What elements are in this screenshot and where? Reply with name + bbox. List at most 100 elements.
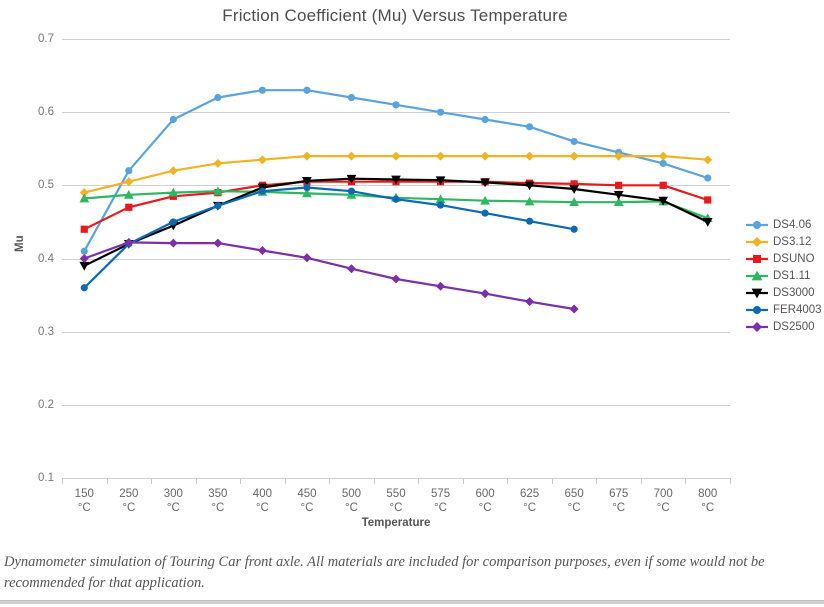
x-tick-mark <box>62 478 63 484</box>
legend-item-label: DS3000 <box>773 286 815 299</box>
data-point-marker <box>346 174 357 184</box>
data-point-marker <box>570 180 578 188</box>
x-tick-label: 650 °C <box>564 488 584 514</box>
data-point-marker <box>753 220 761 229</box>
data-point-marker <box>79 188 89 198</box>
data-point-marker <box>391 151 401 161</box>
data-point-marker <box>751 288 763 298</box>
data-point-marker <box>79 254 89 263</box>
chart-title: Friction Coefficient (Mu) Versus Tempera… <box>222 6 568 25</box>
data-point-marker <box>480 178 490 188</box>
x-tick-label: 150 °C <box>74 488 94 514</box>
x-tick-label: 600 °C <box>475 488 495 514</box>
x-tick-mark <box>329 478 331 484</box>
data-point-marker <box>392 101 400 109</box>
gridline <box>62 478 730 479</box>
x-tick-mark <box>596 478 598 484</box>
data-point-marker <box>303 183 311 192</box>
data-point-marker <box>659 181 667 189</box>
data-point-marker <box>435 176 446 186</box>
data-point-marker <box>213 238 223 248</box>
data-point-marker <box>346 151 356 161</box>
legend-marker-icon <box>745 269 769 283</box>
legend-item-fer4003[interactable]: FER4003 <box>745 301 824 318</box>
chart-footnote: Dynamometer simulation of Touring Car fr… <box>4 554 765 591</box>
legend-item-label: DS4.06 <box>773 218 812 231</box>
data-point-marker <box>526 217 534 225</box>
data-point-marker <box>526 123 534 131</box>
data-point-marker <box>125 167 133 175</box>
x-tick-label: 625 °C <box>520 488 540 514</box>
legend-item-ds2500[interactable]: DS2500 <box>745 318 824 335</box>
data-point-marker <box>169 115 177 124</box>
data-point-marker <box>436 201 445 209</box>
x-tick-mark <box>507 478 509 484</box>
data-point-marker <box>213 158 223 168</box>
data-point-marker <box>79 261 90 271</box>
x-tick-mark <box>284 478 286 484</box>
series-ds3-12 <box>79 151 713 198</box>
series-line <box>83 241 575 311</box>
data-point-marker <box>436 281 446 291</box>
data-point-marker <box>753 305 761 314</box>
data-point-marker <box>525 297 535 307</box>
gridline <box>62 185 730 187</box>
data-point-marker <box>302 177 312 186</box>
data-point-marker <box>659 159 667 167</box>
data-point-marker <box>751 270 763 280</box>
x-tick-label: 700 °C <box>653 488 673 514</box>
legend-marker-icon <box>745 320 769 334</box>
x-tick-label: 550 °C <box>386 488 406 514</box>
gridline <box>62 258 730 260</box>
gridline <box>62 39 730 40</box>
data-point-marker <box>569 304 579 314</box>
legend-item-ds3-12[interactable]: DS3.12 <box>745 233 824 250</box>
data-point-marker <box>570 137 578 146</box>
data-point-marker <box>569 185 579 194</box>
series-fer4003 <box>80 183 578 292</box>
data-point-marker <box>213 186 223 196</box>
data-point-marker <box>436 151 446 161</box>
legend-item-dsuno[interactable]: DSUNO <box>745 250 824 267</box>
data-point-marker <box>481 209 489 217</box>
data-point-marker <box>168 238 178 248</box>
x-tick-mark <box>551 478 553 484</box>
data-point-marker <box>347 187 356 195</box>
data-point-marker <box>569 151 579 161</box>
data-point-marker <box>80 225 88 233</box>
y-tick-label: 0.2 <box>38 398 54 411</box>
x-tick-label: 675 °C <box>609 488 629 514</box>
x-tick-label: 350 °C <box>208 488 228 514</box>
y-tick-label: 0.1 <box>38 472 54 484</box>
legend-item-ds3000[interactable]: DS3000 <box>745 284 824 301</box>
x-tick-label: 450 °C <box>297 488 317 514</box>
y-tick-label: 0.5 <box>38 179 54 192</box>
x-tick-mark <box>106 478 108 484</box>
x-tick-mark <box>462 478 464 484</box>
data-point-marker <box>214 93 222 102</box>
x-axis-label: Temperature <box>361 517 431 529</box>
legend-item-ds4-06[interactable]: DS4.06 <box>745 216 824 233</box>
x-tick-label: 500 °C <box>341 488 362 514</box>
data-point-marker <box>615 181 623 189</box>
x-tick-mark <box>195 478 197 484</box>
data-point-marker <box>123 189 134 199</box>
data-point-marker <box>257 245 267 255</box>
legend-item-label: DSUNO <box>773 252 815 265</box>
series-lines <box>79 86 713 314</box>
gridline <box>62 404 730 406</box>
data-point-marker <box>391 175 401 185</box>
x-tick-mark <box>151 478 153 484</box>
x-tick-mark <box>685 478 687 484</box>
data-point-marker <box>753 254 761 263</box>
series-ds2500 <box>79 237 579 314</box>
x-tick-mark <box>240 478 242 484</box>
x-tick-label: 250 °C <box>119 488 139 514</box>
data-point-marker <box>570 225 578 233</box>
data-point-marker <box>480 195 490 205</box>
data-point-marker <box>80 284 88 292</box>
data-point-marker <box>303 86 311 94</box>
legend-item-label: FER4003 <box>773 303 822 316</box>
data-point-marker <box>258 187 266 195</box>
legend-item-ds1-11[interactable]: DS1.11 <box>745 267 824 284</box>
